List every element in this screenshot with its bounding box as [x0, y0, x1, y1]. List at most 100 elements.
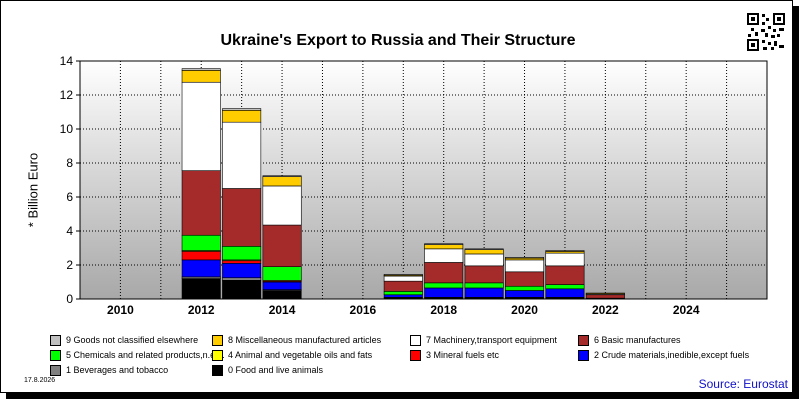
legend-label: 6 Basic manufactures [594, 335, 681, 345]
bar-segment [181, 251, 221, 261]
bar-segment [181, 259, 221, 278]
x-tick-label: 2020 [511, 303, 538, 317]
bar-segment [222, 246, 262, 261]
bar-segment [222, 279, 262, 300]
x-tick-label: 2024 [673, 303, 700, 317]
bar-segment [424, 282, 464, 289]
legend-item: 6 Basic manufactures [578, 333, 681, 347]
legend-item: 0 Food and live animals [212, 363, 323, 377]
y-tick-label: 14 [60, 54, 74, 68]
bar-segment [424, 244, 464, 250]
legend-item: 4 Animal and vegetable oils and fats [212, 348, 372, 362]
x-tick-label: 2010 [107, 303, 134, 317]
y-tick-label: 8 [66, 156, 73, 170]
legend-label: 0 Food and live animals [228, 365, 324, 375]
bar-segment [383, 274, 423, 276]
x-tick-label: 2016 [350, 303, 377, 317]
bar-segment [464, 253, 504, 267]
qr-code-icon [746, 12, 786, 52]
bar-segment [222, 260, 262, 264]
legend-label: 2 Crude materials,inedible,except fuels [594, 350, 750, 360]
bar-segment [262, 281, 302, 290]
legend-swatch [212, 349, 223, 361]
bar-segment [383, 275, 423, 282]
legend-label: 3 Mineral fuels etc [426, 350, 500, 360]
bar-segment [383, 280, 423, 292]
bar-segment [222, 277, 262, 281]
bar-segment [383, 291, 423, 296]
bar-segment [222, 188, 262, 247]
x-tick-label: 2022 [592, 303, 619, 317]
legend-item: 9 Goods not classified elsewhere [50, 333, 198, 347]
x-tick-label: 2018 [430, 303, 457, 317]
bar-segment [505, 290, 545, 298]
y-tick-label: 12 [60, 88, 74, 102]
bar-segment [181, 278, 221, 300]
legend-swatch [50, 349, 61, 361]
bar-segment [181, 70, 221, 83]
legend-swatch [212, 334, 223, 346]
date-stamp: 17.8.2026 [24, 377, 56, 384]
legend-item: 7 Machinery,transport equipment [410, 333, 557, 347]
bar-segment [505, 257, 545, 259]
frame-shadow-bottom [6, 393, 799, 399]
bar-segment [585, 292, 625, 295]
legend-swatch [50, 334, 61, 346]
source-label: Source: Eurostat [698, 377, 788, 391]
bar-segment [585, 294, 625, 299]
bar-segment [424, 262, 464, 284]
bar-segment [181, 170, 221, 236]
bar-segment [505, 259, 545, 273]
bar-segment [464, 282, 504, 289]
bar-segment [262, 176, 302, 187]
x-tick-label: 2014 [269, 303, 296, 317]
chart-title: Ukraine's Export to Russia and Their Str… [220, 32, 576, 49]
bar-segment [262, 185, 302, 226]
bar-segment [222, 108, 262, 111]
bar-segment [262, 224, 302, 268]
bar-segment [424, 287, 464, 298]
bar-segment [464, 265, 504, 284]
bar-segment [262, 175, 302, 177]
bar-segment [383, 294, 423, 298]
y-tick-label: 4 [66, 224, 73, 238]
legend-swatch [410, 334, 421, 346]
legend-item: 5 Chemicals and related products,n.e.s. [50, 348, 225, 362]
bar-segment [505, 285, 545, 291]
bar-segment [424, 248, 464, 263]
legend-item: 1 Beverages and tobacco [50, 363, 168, 377]
bar-segment [505, 271, 545, 287]
legend-item: 2 Crude materials,inedible,except fuels [578, 348, 749, 362]
bar-segment [464, 249, 504, 255]
legend-label: 9 Goods not classified elsewhere [66, 335, 199, 345]
bar-segment [545, 265, 585, 285]
legend-label: 7 Machinery,transport equipment [426, 335, 557, 345]
legend-item: 3 Mineral fuels etc [410, 348, 499, 362]
bar-segment [181, 81, 221, 171]
y-tick-label: 0 [66, 292, 73, 306]
bar-segment [222, 262, 262, 279]
plot-border [79, 60, 768, 300]
bar-segment [545, 250, 585, 252]
legend-label: 1 Beverages and tobacco [66, 365, 169, 375]
legend-label: 8 Miscellaneous manufactured articles [228, 335, 382, 345]
legend-swatch [50, 364, 61, 376]
legend-swatch [578, 349, 589, 361]
y-tick-label: 2 [66, 258, 73, 272]
bar-segment [424, 243, 464, 245]
bar-segment [262, 266, 302, 281]
y-tick-label: 6 [66, 190, 73, 204]
legend-swatch [410, 349, 421, 361]
legend-item: 8 Miscellaneous manufactured articles [212, 333, 381, 347]
bar-segment [545, 288, 585, 298]
bar-segment [181, 68, 221, 71]
y-tick-label: 10 [60, 122, 74, 136]
legend-swatch [212, 364, 223, 376]
bar-segment [181, 234, 221, 251]
bar-segment [545, 284, 585, 290]
bar-segment [222, 110, 262, 123]
bar-segment [545, 252, 585, 267]
bar-segment [464, 287, 504, 298]
frame-shadow-right [793, 6, 799, 399]
